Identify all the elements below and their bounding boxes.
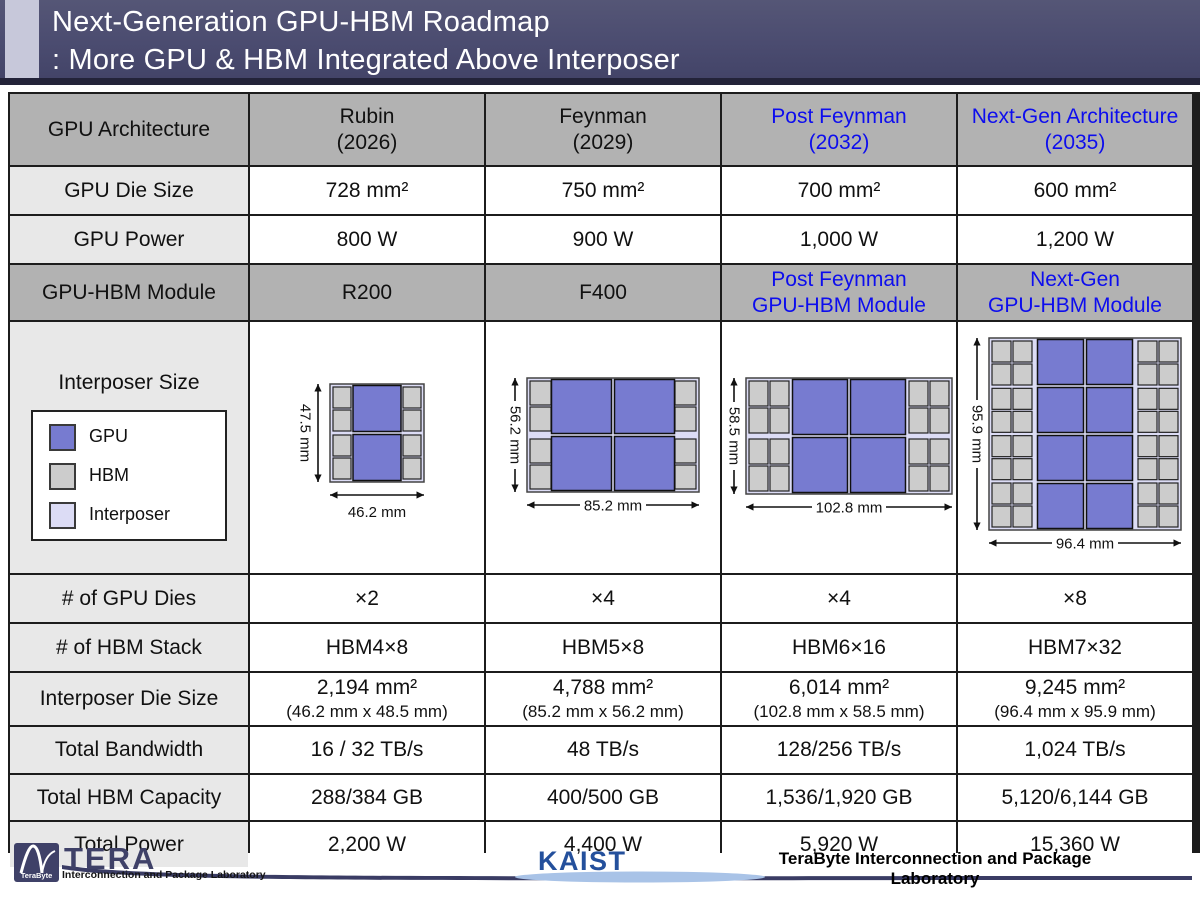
svg-text:96.4 mm: 96.4 mm (1056, 536, 1114, 553)
interposer-swatch (49, 501, 76, 529)
gpu-dies-feynman: ×4 (486, 575, 720, 622)
gpu-dies-next-gen: ×8 (958, 575, 1192, 622)
svg-text:47.5 mm: 47.5 mm (297, 404, 314, 462)
title-accent-block (5, 0, 39, 78)
row-label-module: GPU-HBM Module (10, 265, 248, 320)
die-size-feynman: 750 mm² (486, 167, 720, 214)
legend-item-gpu: GPU (49, 423, 128, 451)
legend-item-hbm: HBM (49, 462, 129, 490)
row-label-die-size: GPU Die Size (10, 167, 248, 214)
module-next-gen: Next-Gen GPU-HBM Module (958, 265, 1192, 320)
row-label-architecture: GPU Architecture (10, 94, 248, 165)
gpu-power-rubin: 800 W (250, 216, 484, 263)
footer: TeraByte TERA Interconnection and Packag… (0, 840, 1200, 900)
kaist-logo: KAIST (538, 846, 627, 876)
column-header-post-feynman: Post Feynman (2032) (722, 94, 956, 165)
module-diagram-rubin: 47.5 mm 46.2 mm (250, 322, 484, 573)
die-size-rubin: 728 mm² (250, 167, 484, 214)
gpu-dies-post-feynman: ×4 (722, 575, 956, 622)
die-size-post-feynman: 700 mm² (722, 167, 956, 214)
total-power-next-gen: 15,360 W (958, 822, 1192, 867)
row-label-hbm-stack: # of HBM Stack (10, 624, 248, 671)
column-header-feynman: Feynman (2029) (486, 94, 720, 165)
bandwidth-rubin: 16 / 32 TB/s (250, 727, 484, 773)
gpu-power-next-gen: 1,200 W (958, 216, 1192, 263)
capacity-feynman: 400/500 GB (486, 775, 720, 820)
bandwidth-next-gen: 1,024 TB/s (958, 727, 1192, 773)
slide-title-line1: Next-Generation GPU-HBM Roadmap (52, 6, 550, 38)
tera-logo-subtitle: Interconnection and Package Laboratory (62, 869, 266, 881)
gpu-power-post-feynman: 1,000 W (722, 216, 956, 263)
total-power-rubin: 2,200 W (250, 822, 484, 867)
interposer-die-size-feynman: 4,788 mm² (85.2 mm x 56.2 mm) (486, 673, 720, 725)
roadmap-table: GPU Architecture Rubin (2026) Feynman (2… (8, 92, 1200, 867)
interposer-die-size-rubin: 2,194 mm² (46.2 mm x 48.5 mm) (250, 673, 484, 725)
svg-text:56.2 mm: 56.2 mm (507, 406, 524, 464)
hbm-swatch (49, 462, 76, 490)
module-post-feynman: Post Feynman GPU-HBM Module (722, 265, 956, 320)
gpu-power-feynman: 900 W (486, 216, 720, 263)
tera-lambda-icon (19, 844, 56, 874)
column-header-next-gen: Next-Gen Architecture (2035) (958, 94, 1192, 165)
tera-logo-text: TERA (64, 841, 157, 876)
svg-text:95.9 mm: 95.9 mm (969, 405, 986, 463)
bandwidth-feynman: 48 TB/s (486, 727, 720, 773)
module-rubin: R200 (250, 265, 484, 320)
footer-swoosh (62, 865, 1192, 883)
title-underline (0, 78, 1200, 85)
row-label-bandwidth: Total Bandwidth (10, 727, 248, 773)
interposer-legend: GPU HBM Interposer (31, 409, 227, 541)
module-diagram-next-gen: 95.9 mm 96.4 mm (958, 322, 1192, 573)
capacity-post-feynman: 1,536/1,920 GB (722, 775, 956, 820)
hbm-stack-rubin: HBM4×8 (250, 624, 484, 671)
module-feynman: F400 (486, 265, 720, 320)
svg-text:46.2 mm: 46.2 mm (348, 504, 406, 521)
total-power-post-feynman: 5,920 W (722, 822, 956, 867)
legend-item-interposer: Interposer (49, 501, 170, 529)
hbm-stack-feynman: HBM5×8 (486, 624, 720, 671)
footer-lab-name: TeraByte Interconnection and Package Lab… (778, 849, 1092, 888)
module-diagram-post-feynman: 58.5 mm 102.8 mm (722, 322, 956, 573)
hbm-stack-post-feynman: HBM6×16 (722, 624, 956, 671)
row-label-interposer-die-size: Interposer Die Size (10, 673, 248, 725)
slide-title-line2: : More GPU & HBM Integrated Above Interp… (52, 44, 680, 76)
row-label-gpu-power: GPU Power (10, 216, 248, 263)
capacity-rubin: 288/384 GB (250, 775, 484, 820)
interposer-size-title: Interposer Size (58, 371, 200, 394)
hbm-stack-next-gen: HBM7×32 (958, 624, 1192, 671)
row-label-gpu-dies: # of GPU Dies (10, 575, 248, 622)
interposer-die-size-post-feynman: 6,014 mm² (102.8 mm x 58.5 mm) (722, 673, 956, 725)
total-power-feynman: 4,400 W (486, 822, 720, 867)
tera-logo-mark: TeraByte (14, 843, 59, 882)
gpu-swatch (49, 423, 76, 451)
svg-text:58.5 mm: 58.5 mm (726, 407, 743, 465)
bandwidth-post-feynman: 128/256 TB/s (722, 727, 956, 773)
svg-text:85.2 mm: 85.2 mm (584, 498, 642, 515)
interposer-die-size-next-gen: 9,245 mm² (96.4 mm x 95.9 mm) (958, 673, 1192, 725)
module-diagram-feynman: 56.2 mm 85.2 mm (486, 322, 720, 573)
row-label-capacity: Total HBM Capacity (10, 775, 248, 820)
die-size-next-gen: 600 mm² (958, 167, 1192, 214)
tera-byte-label: TeraByte (20, 871, 53, 880)
svg-text:102.8 mm: 102.8 mm (816, 500, 883, 517)
title-bar: Next-Generation GPU-HBM Roadmap : More G… (0, 0, 1200, 78)
gpu-dies-rubin: ×2 (250, 575, 484, 622)
column-header-rubin: Rubin (2026) (250, 94, 484, 165)
capacity-next-gen: 5,120/6,144 GB (958, 775, 1192, 820)
row-label-interposer-size: Interposer Size GPU HBM Interposer (10, 322, 248, 573)
